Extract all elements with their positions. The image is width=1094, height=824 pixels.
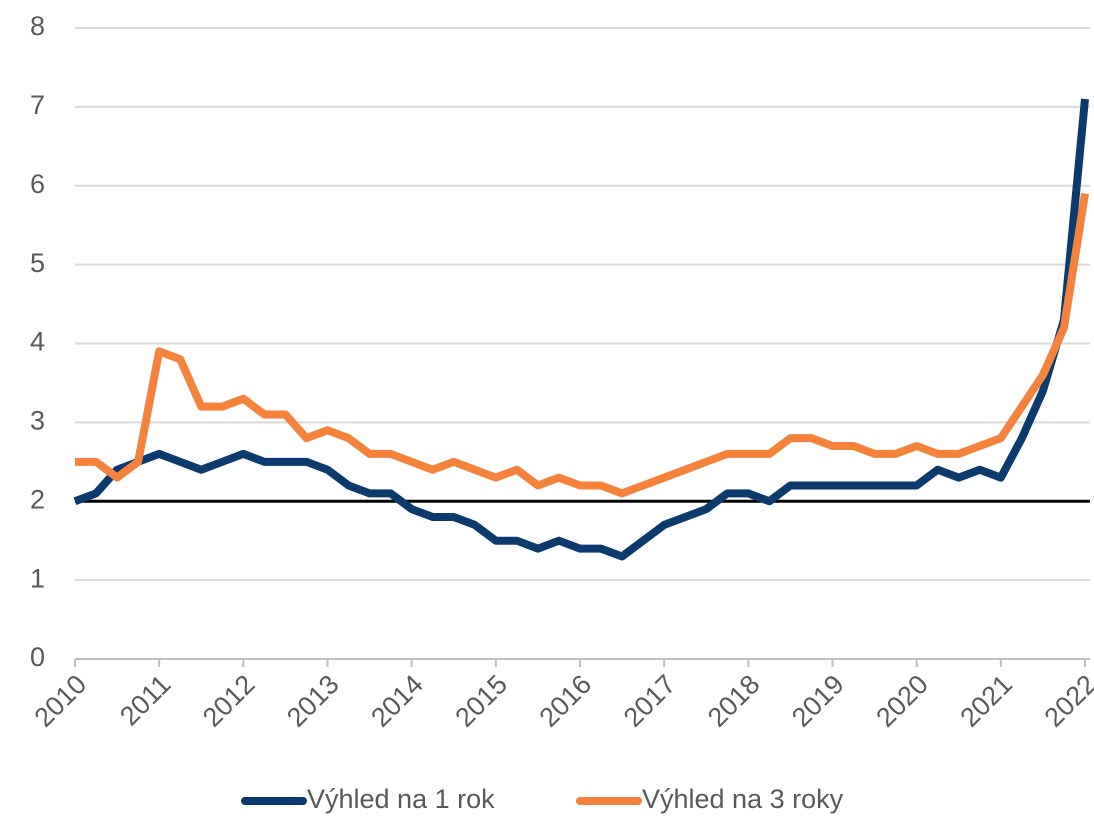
y-tick-label: 0 [30,642,45,672]
data-line [75,193,1089,498]
y-tick-label: 7 [30,90,45,120]
x-tick-label: 2016 [534,669,598,733]
x-tick-label: 2012 [197,669,261,733]
y-tick-label: 1 [30,563,45,593]
y-tick-label: 4 [30,327,45,357]
y-tick-label: 6 [30,169,45,199]
x-tick-label: 2010 [29,669,93,733]
x-tick-label: 2019 [786,669,850,733]
data-line [73,98,1089,561]
y-tick-label: 5 [30,248,45,278]
legend-label: Výhled na 3 roky [642,784,844,814]
legend-label: Výhled na 1 rok [307,784,495,814]
x-tick-label: 2017 [618,669,682,733]
x-tick-label: 2014 [365,669,429,733]
x-tick-label: 2022 [1039,669,1094,733]
y-tick-label: 2 [30,484,45,514]
x-tick-label: 2015 [449,669,513,733]
x-tick-label: 2020 [870,669,934,733]
x-tick-label: 2011 [114,669,176,731]
y-tick-label: 8 [30,11,45,41]
x-tick-label: 2013 [281,669,345,733]
x-tick-label: 2021 [954,669,1018,733]
y-tick-label: 3 [30,406,45,436]
x-tick-label: 2018 [702,669,766,733]
